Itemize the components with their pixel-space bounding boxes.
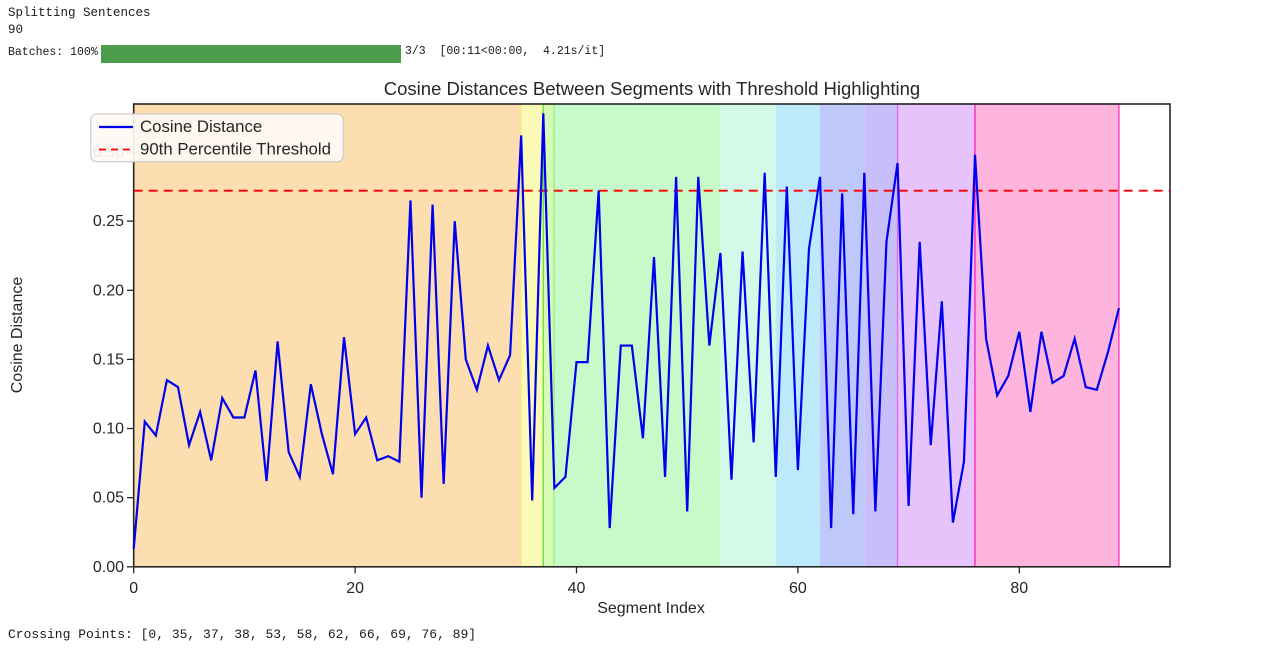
svg-text:Cosine Distance: Cosine Distance [140,117,262,136]
svg-text:0.25: 0.25 [93,213,124,230]
svg-text:40: 40 [568,580,586,597]
svg-text:0.10: 0.10 [93,421,124,438]
svg-text:Segment Index: Segment Index [597,600,705,617]
svg-text:80: 80 [1010,580,1028,597]
svg-text:20: 20 [346,580,364,597]
svg-text:0.00: 0.00 [93,559,124,576]
svg-text:0.20: 0.20 [93,282,124,299]
svg-text:0: 0 [129,580,138,597]
svg-text:0.05: 0.05 [93,490,124,507]
svg-text:60: 60 [789,580,807,597]
svg-text:Cosine Distances Between Segme: Cosine Distances Between Segments with T… [384,78,920,99]
svg-text:0.15: 0.15 [93,351,124,368]
svg-text:Cosine Distance: Cosine Distance [9,277,26,394]
svg-text:90th Percentile Threshold: 90th Percentile Threshold [140,140,331,159]
